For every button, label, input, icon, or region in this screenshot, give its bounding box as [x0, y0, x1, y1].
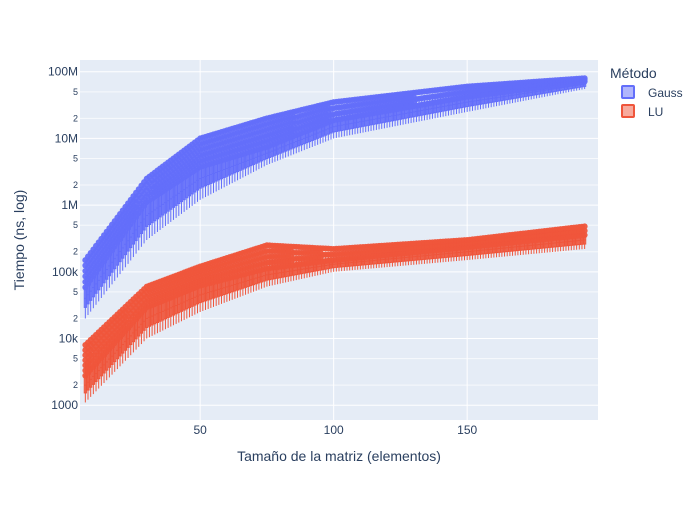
box-body	[115, 242, 119, 266]
y-minor-tick-label: 5	[73, 154, 78, 164]
box-body	[174, 182, 178, 206]
legend-label-lu: LU	[648, 105, 663, 119]
box-body	[171, 183, 176, 208]
box-body	[201, 165, 205, 188]
y-minor-tick-label: 2	[73, 313, 78, 323]
box-body	[155, 194, 160, 220]
box-body	[83, 286, 87, 308]
y-tick-label: 100M	[48, 65, 78, 79]
box-body	[139, 208, 144, 235]
box-body	[182, 176, 186, 201]
box-body	[137, 212, 141, 238]
box-body	[147, 199, 152, 226]
box-body	[206, 163, 210, 186]
box-body	[163, 189, 168, 214]
box-body	[187, 173, 192, 197]
series-lu	[82, 223, 588, 403]
legend-item-lu[interactable]: LU	[621, 104, 663, 119]
legend-label-gauss: Gauss	[648, 86, 683, 100]
y-minor-tick-label: 5	[73, 220, 78, 230]
x-tick-label: 100	[324, 423, 344, 437]
box-body	[134, 216, 138, 242]
box-gauss	[138, 182, 145, 247]
box-body	[131, 220, 136, 245]
box-body	[190, 171, 194, 195]
box-body	[86, 283, 90, 305]
box-body	[97, 268, 101, 291]
box-body	[198, 166, 202, 189]
x-tick-label: 50	[193, 423, 207, 437]
y-axis-ticks: 1000 2 5 10k 2 5 100k 2 5 1M 2 5 10M 2 5 100M	[48, 65, 79, 412]
y-tick-label: 1M	[61, 198, 78, 212]
box-body	[110, 249, 114, 273]
box-body	[113, 245, 117, 270]
box-body	[102, 260, 106, 284]
x-axis-ticks: 50 100 150	[193, 423, 477, 437]
box-body	[153, 196, 157, 222]
box-body	[105, 257, 109, 280]
legend-title: Método	[610, 65, 657, 81]
box-body	[94, 271, 98, 294]
box-body	[129, 223, 133, 249]
box-body	[99, 264, 103, 287]
box-body	[161, 190, 165, 216]
box-gauss	[581, 75, 588, 90]
outlier-point	[581, 75, 588, 82]
box-body	[185, 175, 189, 199]
y-tick-label: 10k	[59, 332, 79, 346]
box-body	[158, 192, 162, 218]
series-gauss	[82, 75, 588, 319]
outlier-point	[581, 223, 588, 230]
series-layer	[82, 75, 588, 403]
y-tick-label: 1000	[51, 398, 78, 412]
outlier-point	[581, 227, 588, 234]
y-minor-tick-label: 5	[73, 354, 78, 364]
y-minor-tick-label: 2	[73, 247, 78, 257]
legend: Método Gauss LU	[610, 65, 683, 119]
y-tick-label: 100k	[52, 265, 79, 279]
x-axis-title: Tamaño de la matriz (elementos)	[237, 448, 441, 464]
y-axis-title: Tiempo (ns, log)	[11, 190, 27, 291]
box-body	[150, 197, 154, 224]
y-tick-label: 10M	[55, 131, 78, 145]
x-tick-label: 150	[457, 423, 477, 437]
y-minor-tick-label: 2	[73, 380, 78, 390]
box-body	[91, 275, 95, 298]
box-body	[179, 178, 184, 203]
box-body	[203, 164, 208, 187]
box-body	[177, 180, 181, 204]
legend-swatch-gauss	[621, 85, 635, 99]
y-minor-tick-label: 5	[73, 287, 78, 297]
y-minor-tick-label: 2	[73, 113, 78, 123]
y-minor-tick-label: 5	[73, 87, 78, 97]
box-body	[126, 227, 130, 252]
box-body	[166, 187, 170, 212]
box-body	[89, 279, 93, 301]
box-body	[193, 169, 197, 193]
box-body	[145, 201, 149, 228]
box-body	[142, 205, 146, 231]
y-minor-tick-label: 2	[73, 180, 78, 190]
outlier-point	[581, 232, 588, 239]
box-body	[121, 234, 125, 259]
box-body	[118, 238, 122, 263]
legend-swatch-lu	[621, 104, 635, 118]
box-lu	[581, 223, 588, 249]
box-body	[107, 253, 111, 277]
box-body	[145, 306, 149, 328]
box-body	[169, 185, 173, 210]
box-body	[123, 231, 127, 256]
box-body	[195, 168, 200, 191]
legend-item-gauss[interactable]: Gauss	[621, 85, 683, 100]
